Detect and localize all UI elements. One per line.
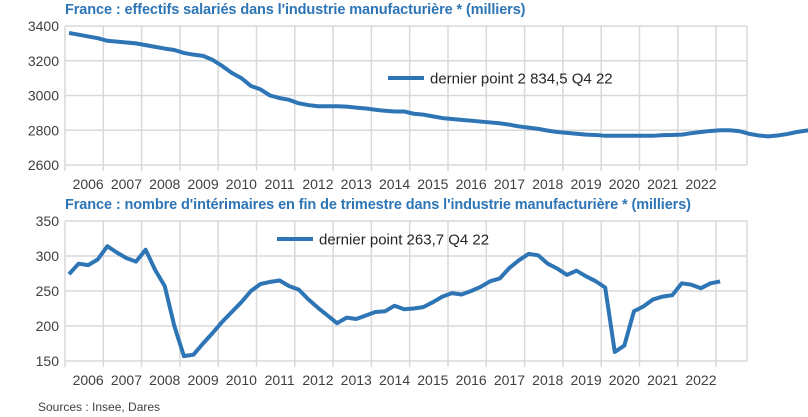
x-tick-label: 2017 — [494, 176, 525, 192]
x-tick-label: 2010 — [226, 176, 257, 192]
x-tick-label: 2022 — [685, 372, 716, 388]
x-tick-label: 2016 — [456, 372, 487, 388]
x-tick-label: 2009 — [187, 372, 218, 388]
x-tick-label: 2011 — [265, 176, 295, 192]
y-tick-label: 200 — [36, 318, 60, 334]
y-tick-label: 350 — [36, 213, 60, 229]
x-tick-label: 2017 — [494, 372, 525, 388]
x-tick-label: 2019 — [570, 372, 601, 388]
series-line — [67, 244, 721, 359]
x-tick-label: 2018 — [532, 372, 563, 388]
x-tick-label: 2007 — [111, 176, 142, 192]
x-tick-label: 2007 — [111, 372, 142, 388]
chart-title-interimaires: France : nombre d'intérimaires en fin de… — [65, 197, 691, 213]
legend-label: dernier point 263,7 Q4 22 — [319, 232, 489, 249]
x-tick-label: 2016 — [456, 176, 487, 192]
x-tick-label: 2020 — [609, 176, 640, 192]
chart-interimaires: 350 300 250 200 150 2006 2007 2008 2009 2010 2011 2… — [36, 213, 748, 388]
x-tick-label: 2015 — [417, 372, 448, 388]
y-tick-label: 3400 — [28, 18, 59, 34]
x-tick-label: 2011 — [265, 372, 295, 388]
y-tick-label: 3200 — [28, 53, 59, 69]
x-tick-label: 2006 — [73, 176, 104, 192]
x-tick-label: 2012 — [302, 372, 333, 388]
y-tick-label: 150 — [36, 353, 60, 369]
x-tick-label: 2013 — [341, 372, 372, 388]
x-tick-label: 2009 — [187, 176, 218, 192]
x-tick-label: 2012 — [302, 176, 333, 192]
x-tick-label: 2010 — [226, 372, 257, 388]
x-tick-label: 2013 — [341, 176, 372, 192]
x-tick-label: 2006 — [73, 372, 104, 388]
x-tick-label: 2008 — [149, 176, 180, 192]
x-tick-label: 2014 — [379, 372, 410, 388]
x-tick-label: 2019 — [570, 176, 601, 192]
y-tick-label: 250 — [36, 283, 60, 299]
x-tick-label: 2014 — [379, 176, 410, 192]
y-tick-label: 2800 — [28, 122, 59, 138]
x-tick-label: 2018 — [532, 176, 563, 192]
x-tick-label: 2022 — [685, 176, 716, 192]
legend-label: dernier point 2 834,5 Q4 22 — [430, 71, 613, 88]
chart-title-effectifs: France : effectifs salariés dans l'indus… — [65, 2, 526, 18]
x-tick-label: 2008 — [149, 372, 180, 388]
chart-effectifs: 3400 3200 3000 2800 2600 2006 2007 2008 2009 2010… — [28, 18, 808, 192]
x-tick-label: 2015 — [417, 176, 448, 192]
x-tick-label: 2020 — [609, 372, 640, 388]
x-tick-label: 2021 — [647, 372, 678, 388]
x-tick-label: 2021 — [647, 176, 678, 192]
series-line — [68, 30, 808, 139]
source-note: Sources : Insee, Dares — [38, 400, 161, 414]
y-tick-label: 300 — [36, 248, 60, 264]
y-tick-label: 3000 — [28, 88, 59, 104]
y-tick-label: 2600 — [28, 157, 59, 173]
